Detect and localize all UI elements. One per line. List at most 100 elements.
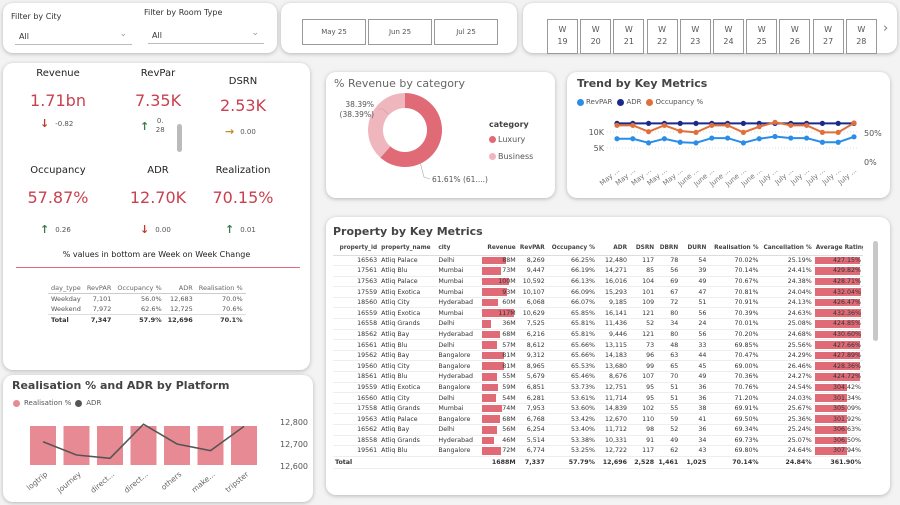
- week-button[interactable]: W 28: [845, 19, 877, 54]
- data-point[interactable]: [677, 139, 683, 145]
- data-point[interactable]: [646, 140, 652, 146]
- column-header[interactable]: Revenue: [480, 242, 518, 256]
- table-row[interactable]: 16563 Atliq Palace Delhi 88M 8,269 66.25% 12,4…: [333, 255, 863, 267]
- week-button[interactable]: W 22: [646, 19, 678, 54]
- realisation-bar[interactable]: [197, 426, 224, 465]
- week-button[interactable]: W 27: [812, 19, 844, 54]
- data-point[interactable]: [693, 129, 699, 135]
- data-point[interactable]: [740, 140, 746, 146]
- week-button[interactable]: W 23: [679, 19, 711, 54]
- data-point[interactable]: [709, 135, 715, 141]
- total-row[interactable]: Total 1688M 7,337 57.79% 12,696 2,528 1,461 1,0…: [333, 455, 863, 469]
- data-point[interactable]: [835, 129, 841, 135]
- next-arrow-icon[interactable]: ›: [883, 21, 889, 36]
- column-header[interactable]: RevPAR: [83, 283, 115, 294]
- table-row[interactable]: 17561 Atliq Blu Mumbai 73M 9,447 66.19% 14,271…: [333, 265, 863, 277]
- data-point[interactable]: [693, 120, 699, 126]
- week-button[interactable]: W 25: [746, 19, 778, 54]
- week-button[interactable]: W 24: [713, 19, 744, 54]
- table-row[interactable]: 16560 Atliq City Delhi 54M 6,281 53.61% 11,714…: [333, 392, 863, 404]
- data-point[interactable]: [804, 135, 810, 141]
- week-button[interactable]: W 26: [779, 19, 811, 54]
- data-point[interactable]: [677, 120, 683, 126]
- column-header[interactable]: property_id: [333, 242, 380, 256]
- data-point[interactable]: [819, 129, 825, 135]
- table-row[interactable]: 19562 Atliq Bay Bangalore 81M 9,312 65.66% 14,…: [333, 350, 863, 362]
- scrollbar[interactable]: [177, 124, 182, 152]
- data-point[interactable]: [819, 139, 825, 145]
- data-point[interactable]: [646, 120, 652, 126]
- data-point[interactable]: [693, 140, 699, 146]
- table-row[interactable]: 18560 Atliq City Hyderabad 60M 6,068 66.07% 9,…: [333, 297, 863, 309]
- data-point[interactable]: [788, 122, 794, 128]
- table-row[interactable]: 19563 Atliq Palace Bangalore 68M 6,768 53.42%…: [333, 413, 863, 425]
- data-point[interactable]: [630, 136, 636, 142]
- column-header[interactable]: Occupancy %: [114, 283, 165, 294]
- column-header[interactable]: DSRN: [629, 242, 657, 256]
- data-point[interactable]: [661, 122, 667, 128]
- column-header[interactable]: Average Rating: [813, 242, 863, 256]
- realisation-bar[interactable]: [231, 426, 257, 465]
- table-row[interactable]: 17558 Atliq Grands Mumbai 74M 7,953 53.60% 14,…: [333, 403, 863, 415]
- data-point[interactable]: [740, 129, 746, 135]
- realisation-bar[interactable]: [97, 426, 123, 465]
- data-point[interactable]: [835, 120, 841, 126]
- column-header[interactable]: ADR: [164, 283, 196, 294]
- data-point[interactable]: [756, 136, 762, 142]
- column-header[interactable]: property_name: [379, 242, 437, 256]
- data-point[interactable]: [725, 122, 731, 128]
- column-header[interactable]: DBRN: [656, 242, 681, 256]
- data-point[interactable]: [677, 128, 683, 134]
- realisation-bar[interactable]: [63, 426, 90, 465]
- data-point[interactable]: [661, 136, 667, 142]
- legend-item-business[interactable]: Business: [489, 152, 533, 161]
- month-button[interactable]: Jul 25: [434, 19, 498, 45]
- column-header[interactable]: city: [436, 242, 481, 256]
- table-row[interactable]: 16558 Atliq Grands Delhi 36M 7,525 65.81% 11,4…: [333, 318, 863, 330]
- data-point[interactable]: [630, 122, 636, 128]
- column-header[interactable]: Realisation %: [708, 242, 761, 256]
- legend-item-luxury[interactable]: Luxury: [489, 135, 525, 144]
- donut-slice-business[interactable]: [368, 93, 405, 158]
- data-point[interactable]: [756, 124, 762, 130]
- column-header[interactable]: ADR: [596, 242, 630, 256]
- week-button[interactable]: W 21: [613, 19, 645, 54]
- table-row[interactable]: 16559 Atliq Exotica Mumbai 117M 10,629 65.85%…: [333, 307, 863, 320]
- column-header[interactable]: Cancellation %: [760, 242, 814, 256]
- column-header[interactable]: DURN: [680, 242, 709, 256]
- data-point[interactable]: [804, 122, 810, 128]
- data-point[interactable]: [614, 136, 620, 142]
- data-point[interactable]: [614, 122, 620, 128]
- data-point[interactable]: [709, 122, 715, 128]
- table-row[interactable]: 17559 Atliq Exotica Mumbai 93M 10,107 66.09% 1…: [333, 286, 863, 298]
- data-point[interactable]: [725, 135, 731, 141]
- column-header[interactable]: day_type: [48, 283, 84, 294]
- realisation-bar[interactable]: [130, 426, 157, 465]
- week-button[interactable]: W 20: [580, 19, 612, 54]
- month-button[interactable]: Jun 25: [368, 19, 432, 45]
- data-point[interactable]: [740, 120, 746, 126]
- data-point[interactable]: [772, 133, 778, 140]
- room-type-filter-dropdown[interactable]: All ⌄: [148, 27, 264, 44]
- table-row[interactable]: 18562 Atliq Bay Hyderabad 68M 6,216 65.81% 9,4…: [333, 329, 863, 341]
- table-row[interactable]: 16561 Atliq Blu Delhi 57M 8,612 65.66% 13,115 7…: [333, 339, 863, 351]
- data-point[interactable]: [646, 129, 652, 135]
- table-row[interactable]: 19560 Atliq City Bangalore 81M 8,965 65.53% 13…: [333, 360, 863, 373]
- city-filter-dropdown[interactable]: All ⌄: [15, 28, 132, 45]
- column-header[interactable]: Occupancy %: [546, 242, 597, 256]
- table-row[interactable]: 17563 Atliq Palace Mumbai 100M 10,592 66.13% 1…: [333, 276, 863, 288]
- donut-slice-luxury[interactable]: [380, 93, 442, 167]
- table-scrollbar[interactable]: [873, 241, 878, 341]
- table-row[interactable]: 16562 Atliq Bay Delhi 56M 6,254 53.40% 11,712 9…: [333, 424, 863, 436]
- data-point[interactable]: [819, 120, 825, 126]
- data-point[interactable]: [788, 135, 794, 141]
- data-point[interactable]: [772, 119, 778, 125]
- column-header[interactable]: RevPAR: [517, 242, 547, 256]
- data-point[interactable]: [835, 139, 841, 145]
- table-row[interactable]: 18561 Atliq Blu Hyderabad 55M 5,679 65.46% 8,6…: [333, 371, 863, 383]
- table-row[interactable]: 19559 Atliq Exotica Bangalore 59M 6,851 53.73…: [333, 382, 863, 394]
- table-row[interactable]: 18558 Atliq Grands Hyderabad 46M 5,514 53.38%…: [333, 435, 863, 447]
- week-button[interactable]: W 19: [547, 19, 578, 54]
- data-point[interactable]: [851, 134, 857, 140]
- column-header[interactable]: Realisation %: [195, 283, 246, 294]
